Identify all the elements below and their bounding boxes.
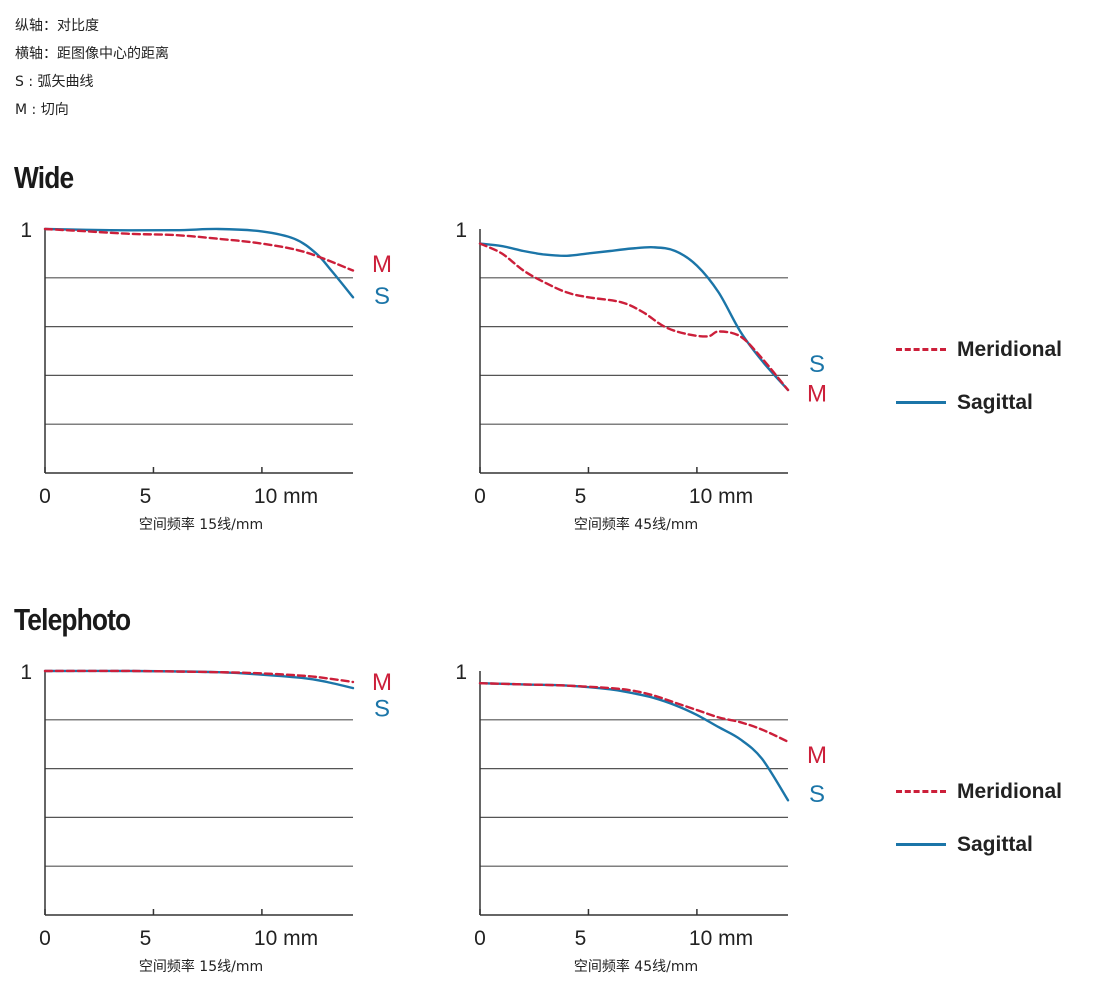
end-label-s: S — [809, 351, 825, 378]
end-label-s: S — [374, 696, 390, 723]
series-line-meridional — [43, 227, 355, 272]
series-line-meridional — [478, 242, 790, 392]
end-label-s: S — [374, 283, 390, 310]
series-line-sagittal — [478, 242, 790, 392]
chart-caption: 空间频率 15线/mm — [139, 516, 263, 533]
section-title-telephoto: Telephoto — [14, 602, 131, 637]
legend-wide: Meridional Sagittal — [896, 323, 1062, 429]
notes-block: 纵轴：对比度 横轴：距图像中心的距离 S : 弧矢曲线 M : 切向 — [15, 12, 169, 124]
x-tick-label: 5 — [140, 485, 152, 508]
series-line-sagittal — [43, 669, 355, 690]
end-label-m: M — [372, 251, 392, 278]
section-title-wide: Wide — [14, 160, 74, 195]
legend-swatch-meridional — [896, 348, 946, 351]
x-tick-label: 0 — [39, 485, 51, 508]
legend-item-sagittal: Sagittal — [896, 376, 1062, 429]
mtf-chart-telephoto-15: 0 5 10 mm 1 MS 空间频率 15线/mm — [20, 661, 392, 975]
legend-label: Meridional — [957, 779, 1063, 803]
x-tick-label: 0 — [474, 927, 486, 950]
chart-caption: 空间频率 45线/mm — [574, 516, 698, 533]
mtf-chart-wide-45: 0 5 10 mm 1 SM 空间频率 45线/mm — [455, 219, 827, 533]
mtf-chart-wide-15: 0 5 10 mm 1 MS 空间频率 15线/mm — [20, 219, 392, 533]
legend-swatch-meridional — [896, 790, 946, 793]
legend-label: Meridional — [957, 337, 1063, 361]
y-tick-label: 1 — [455, 219, 467, 242]
note-line: 横轴：距图像中心的距离 — [15, 46, 169, 62]
y-tick-label: 1 — [20, 661, 32, 684]
legend-telephoto: Meridional Sagittal — [896, 765, 1062, 871]
legend-label: Sagittal — [957, 832, 1033, 856]
x-tick-label: 0 — [474, 485, 486, 508]
series-line-meridional — [478, 682, 790, 743]
x-tick-label: 10 mm — [689, 485, 753, 508]
legend-item-meridional: Meridional — [896, 765, 1062, 818]
x-tick-label: 10 mm — [254, 485, 318, 508]
note-line: 纵轴：对比度 — [15, 18, 99, 34]
x-tick-label: 10 mm — [254, 927, 318, 950]
x-tick-label: 5 — [575, 485, 587, 508]
series-line-sagittal — [478, 682, 790, 802]
series-line-sagittal — [43, 227, 355, 299]
end-label-m: M — [372, 669, 392, 696]
legend-swatch-sagittal — [896, 843, 946, 846]
x-tick-label: 10 mm — [689, 927, 753, 950]
end-label-m: M — [807, 742, 827, 769]
end-label-m: M — [807, 380, 827, 407]
chart-caption: 空间频率 45线/mm — [574, 958, 698, 975]
mtf-chart-telephoto-45: 0 5 10 mm 1 MS 空间频率 45线/mm — [455, 661, 827, 975]
y-tick-label: 1 — [20, 219, 32, 242]
legend-swatch-sagittal — [896, 401, 946, 404]
x-tick-label: 0 — [39, 927, 51, 950]
note-line: S : 弧矢曲线 — [15, 74, 94, 90]
y-tick-label: 1 — [455, 661, 467, 684]
legend-item-sagittal: Sagittal — [896, 818, 1062, 871]
chart-caption: 空间频率 15线/mm — [139, 958, 263, 975]
x-tick-label: 5 — [575, 927, 587, 950]
x-tick-label: 5 — [140, 927, 152, 950]
end-label-s: S — [809, 781, 825, 808]
legend-item-meridional: Meridional — [896, 323, 1062, 376]
note-line: M : 切向 — [15, 102, 69, 118]
series-line-meridional — [43, 669, 355, 684]
legend-label: Sagittal — [957, 390, 1033, 414]
